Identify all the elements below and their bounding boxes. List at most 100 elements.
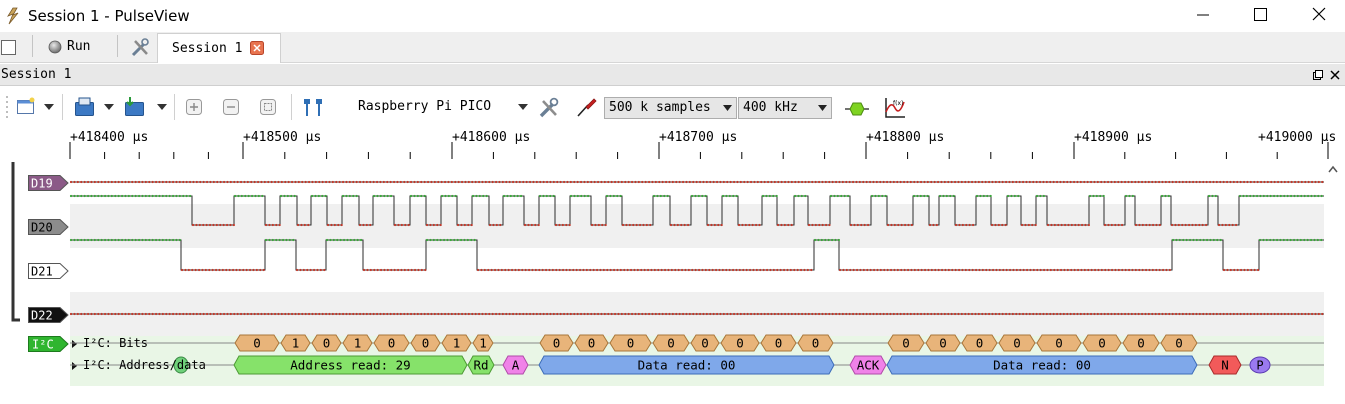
pulseview-app-icon — [7, 7, 19, 25]
session-tab-label: Session 1 — [172, 41, 243, 56]
add-decoder-icon[interactable] — [845, 100, 869, 118]
minimize-button[interactable] — [1181, 0, 1227, 32]
zoom-out-icon[interactable] — [222, 98, 240, 116]
bit-annotation[interactable]: 0 — [410, 334, 441, 352]
configure-device-icon[interactable] — [537, 96, 561, 120]
read-bit-annotation[interactable]: Rd — [467, 355, 495, 375]
math-signal-icon[interactable]: f(x) — [883, 96, 907, 120]
start-condition-mark[interactable] — [173, 356, 189, 374]
zoom-fit-icon[interactable] — [259, 98, 277, 116]
bit-annotation-label: 0 — [1137, 336, 1145, 351]
expand-triangle-icon[interactable] — [72, 362, 77, 370]
bit-annotation[interactable]: 1 — [441, 334, 472, 352]
device-selector[interactable]: Raspberry Pi PICO — [358, 99, 492, 114]
bit-annotation[interactable]: 0 — [925, 334, 961, 352]
sample-rate-select[interactable]: 400 kHz — [738, 97, 832, 119]
bit-annotation-label: 0 — [812, 336, 820, 351]
session-dock-label: Session 1 — [1, 67, 72, 82]
run-button[interactable]: Run — [44, 35, 104, 59]
import-icon[interactable] — [122, 96, 148, 118]
separator — [62, 94, 63, 120]
chevron-down-icon — [818, 105, 827, 111]
address-read-annotation[interactable]: Address read: 29 — [233, 355, 468, 375]
bit-annotation[interactable]: 0 — [1160, 334, 1198, 352]
nack-annotation[interactable]: N — [1208, 355, 1242, 375]
cursors-icon[interactable] — [301, 97, 325, 117]
bit-annotation-label: 1 — [354, 336, 362, 351]
ack-annotation[interactable]: ACK — [849, 355, 887, 375]
zoom-in-icon[interactable] — [185, 98, 203, 116]
bit-annotation[interactable]: 0 — [720, 334, 760, 352]
probe-config-icon[interactable] — [574, 96, 598, 120]
scroll-up-icon[interactable] — [1328, 165, 1338, 173]
bit-annotation[interactable]: 0 — [1082, 334, 1122, 352]
separator — [117, 35, 118, 57]
data-read-annotation-label: Data read: 00 — [638, 358, 736, 373]
float-dock-icon[interactable] — [1312, 69, 1324, 81]
bit-annotation[interactable]: 0 — [961, 334, 998, 352]
ruler-label: +418500 µs — [243, 130, 322, 145]
close-tab-icon[interactable] — [250, 41, 264, 55]
bit-annotation-label: 0 — [388, 336, 396, 351]
channel-name: D21 — [31, 265, 53, 279]
close-dock-icon[interactable] — [1329, 69, 1341, 81]
bit-annotation-label: 0 — [323, 336, 331, 351]
data-read-annotation[interactable]: Data read: 00 — [886, 355, 1198, 375]
run-label: Run — [67, 39, 91, 54]
stop-condition-mark[interactable]: P — [1249, 356, 1271, 374]
bit-annotation[interactable]: 0 — [760, 334, 797, 352]
expand-triangle-icon[interactable] — [72, 340, 77, 348]
time-ruler[interactable] — [0, 128, 1345, 160]
channel-tag-d21[interactable]: D21 — [28, 263, 72, 279]
bit-annotation[interactable]: 0 — [1122, 334, 1160, 352]
data-read-annotation[interactable]: Data read: 00 — [538, 355, 835, 375]
bit-annotation[interactable]: 1 — [342, 334, 373, 352]
sample-count-select[interactable]: 500 k samples — [604, 97, 737, 119]
chevron-down-icon[interactable] — [518, 104, 528, 110]
bit-annotation-label: 0 — [1013, 336, 1021, 351]
bit-annotation[interactable]: 1 — [472, 334, 494, 352]
ruler-ticks — [69, 142, 1329, 159]
bit-annotation[interactable]: 0 — [609, 334, 652, 352]
settings-tools-icon[interactable] — [129, 37, 151, 59]
bit-annotation[interactable]: 1 — [280, 334, 311, 352]
bit-annotation[interactable]: 0 — [652, 334, 690, 352]
chevron-down-icon[interactable] — [104, 104, 114, 110]
sample-rate-value: 400 kHz — [743, 100, 798, 115]
bit-annotation[interactable]: 0 — [797, 334, 834, 352]
save-icon[interactable] — [73, 96, 97, 118]
open-file-icon[interactable] — [15, 97, 37, 117]
maximize-button[interactable] — [1237, 0, 1283, 32]
bit-annotation-label: 0 — [902, 336, 910, 351]
bit-annotation-label: 0 — [976, 336, 984, 351]
trace-area[interactable]: 0 1 0 1 0 0 1 1 0 0 0 0 0 0 0 0 0 0 0 0 0 0 0 0 Address read: 29… — [0, 160, 1345, 404]
ruler-label: +418600 µs — [452, 130, 531, 145]
channel-tag-d20[interactable]: D20 — [28, 219, 72, 235]
bit-annotation[interactable]: 0 — [887, 334, 925, 352]
tab-session-1[interactable]: Session 1 — [157, 33, 281, 63]
bit-annotation[interactable]: 0 — [1036, 334, 1082, 352]
decoder-tag-i2c[interactable]: I²C — [28, 336, 72, 352]
bit-annotation[interactable]: 0 — [539, 334, 574, 352]
bit-annotation-label: 0 — [736, 336, 744, 351]
window-title: Session 1 - PulseView — [28, 7, 190, 25]
bit-annotation[interactable]: 0 — [234, 334, 280, 352]
new-view-icon[interactable] — [0, 39, 18, 57]
close-button[interactable] — [1296, 0, 1342, 32]
chevron-down-icon[interactable] — [44, 104, 54, 110]
channel-tag-d22[interactable]: D22 — [28, 307, 72, 323]
bit-annotation[interactable]: 0 — [574, 334, 609, 352]
bit-annotation[interactable]: 0 — [311, 334, 342, 352]
ack-annotation[interactable]: A — [502, 355, 529, 375]
run-led-icon — [48, 40, 62, 54]
bit-annotation[interactable]: 0 — [690, 334, 720, 352]
toolbar-grip — [6, 96, 8, 118]
bit-annotation-label: 0 — [939, 336, 947, 351]
channel-tag-d19[interactable]: D19 — [28, 175, 72, 191]
bit-annotation-label: 0 — [1055, 336, 1063, 351]
bit-annotation[interactable]: 0 — [998, 334, 1036, 352]
ack-annotation-label: ACK — [857, 358, 880, 373]
bit-annotation-label: 0 — [588, 336, 596, 351]
chevron-down-icon[interactable] — [157, 104, 167, 110]
bit-annotation[interactable]: 0 — [373, 334, 410, 352]
